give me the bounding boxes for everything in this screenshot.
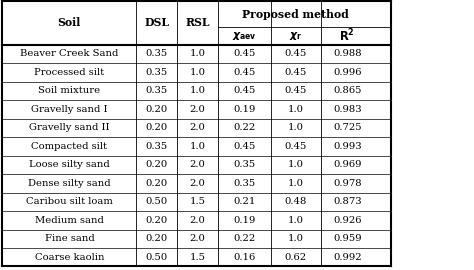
Text: 0.45: 0.45 [284,49,307,58]
Text: Medium sand: Medium sand [35,216,104,225]
Text: 0.45: 0.45 [233,142,255,151]
Text: Compacted silt: Compacted silt [31,142,108,151]
Text: 0.20: 0.20 [146,234,168,243]
Text: 0.45: 0.45 [233,68,255,77]
Text: Gravelly sand I: Gravelly sand I [31,105,108,114]
Text: 0.45: 0.45 [233,86,255,95]
Text: 1.0: 1.0 [288,216,304,225]
Text: 0.865: 0.865 [333,86,362,95]
Text: Dense silty sand: Dense silty sand [28,179,111,188]
Text: 0.22: 0.22 [233,234,255,243]
Text: 0.19: 0.19 [233,105,255,114]
Text: DSL: DSL [145,18,169,28]
Text: $\boldsymbol{\chi}$$_\mathbf{r}$: $\boldsymbol{\chi}$$_\mathbf{r}$ [289,30,302,42]
Text: 2.0: 2.0 [190,234,206,243]
Text: 0.45: 0.45 [233,49,255,58]
Text: 0.20: 0.20 [146,179,168,188]
Text: 0.35: 0.35 [146,142,168,151]
Text: 0.35: 0.35 [233,160,255,169]
Text: 0.992: 0.992 [333,253,362,262]
Text: Gravelly sand II: Gravelly sand II [29,123,109,132]
Text: 2.0: 2.0 [190,179,206,188]
Text: 2.0: 2.0 [190,105,206,114]
Text: 1.0: 1.0 [288,234,304,243]
Text: 0.45: 0.45 [284,86,307,95]
Text: Soil: Soil [58,18,81,28]
Text: 0.20: 0.20 [146,105,168,114]
Text: 1.0: 1.0 [190,49,206,58]
Text: Processed silt: Processed silt [34,68,104,77]
Text: Caribou silt loam: Caribou silt loam [26,197,113,206]
Text: 1.5: 1.5 [190,253,206,262]
Text: 0.725: 0.725 [333,123,362,132]
Text: 0.35: 0.35 [146,86,168,95]
Text: 0.926: 0.926 [333,216,362,225]
Text: Soil mixture: Soil mixture [38,86,100,95]
Text: 0.988: 0.988 [333,49,362,58]
Text: 0.45: 0.45 [284,142,307,151]
Text: 0.978: 0.978 [333,179,362,188]
Text: 1.0: 1.0 [190,142,206,151]
Text: 1.0: 1.0 [288,105,304,114]
Text: 0.996: 0.996 [333,68,362,77]
Text: 0.35: 0.35 [233,179,255,188]
Text: 1.0: 1.0 [288,179,304,188]
Text: Coarse kaolin: Coarse kaolin [35,253,104,262]
Text: 0.50: 0.50 [146,253,168,262]
Text: 0.22: 0.22 [233,123,255,132]
Text: 0.969: 0.969 [333,160,362,169]
Text: 0.993: 0.993 [333,142,362,151]
Text: 2.0: 2.0 [190,123,206,132]
Text: 1.0: 1.0 [288,123,304,132]
Text: 0.35: 0.35 [146,68,168,77]
Text: $\mathbf{R^2}$: $\mathbf{R^2}$ [339,28,355,44]
Text: 1.0: 1.0 [288,160,304,169]
Text: 0.48: 0.48 [284,197,307,206]
Text: 0.45: 0.45 [284,68,307,77]
Text: 0.959: 0.959 [333,234,362,243]
Text: 0.21: 0.21 [233,197,255,206]
Text: 0.983: 0.983 [333,105,362,114]
Text: 0.50: 0.50 [146,197,168,206]
Text: RSL: RSL [185,18,210,28]
Text: 0.873: 0.873 [333,197,362,206]
Text: Proposed method: Proposed method [242,9,349,20]
Text: $\boldsymbol{\chi}$$_\mathbf{aev}$: $\boldsymbol{\chi}$$_\mathbf{aev}$ [232,30,257,42]
Text: 0.20: 0.20 [146,123,168,132]
Text: 2.0: 2.0 [190,160,206,169]
Text: 2.0: 2.0 [190,216,206,225]
Text: 0.62: 0.62 [285,253,307,262]
Text: 0.19: 0.19 [233,216,255,225]
Text: Fine sand: Fine sand [45,234,94,243]
Text: Beaver Creek Sand: Beaver Creek Sand [20,49,118,58]
Text: 0.20: 0.20 [146,160,168,169]
Text: 0.35: 0.35 [146,49,168,58]
Text: 1.0: 1.0 [190,68,206,77]
Text: 1.0: 1.0 [190,86,206,95]
Text: 0.16: 0.16 [233,253,255,262]
Text: Loose silty sand: Loose silty sand [29,160,110,169]
Text: 1.5: 1.5 [190,197,206,206]
Text: 0.20: 0.20 [146,216,168,225]
